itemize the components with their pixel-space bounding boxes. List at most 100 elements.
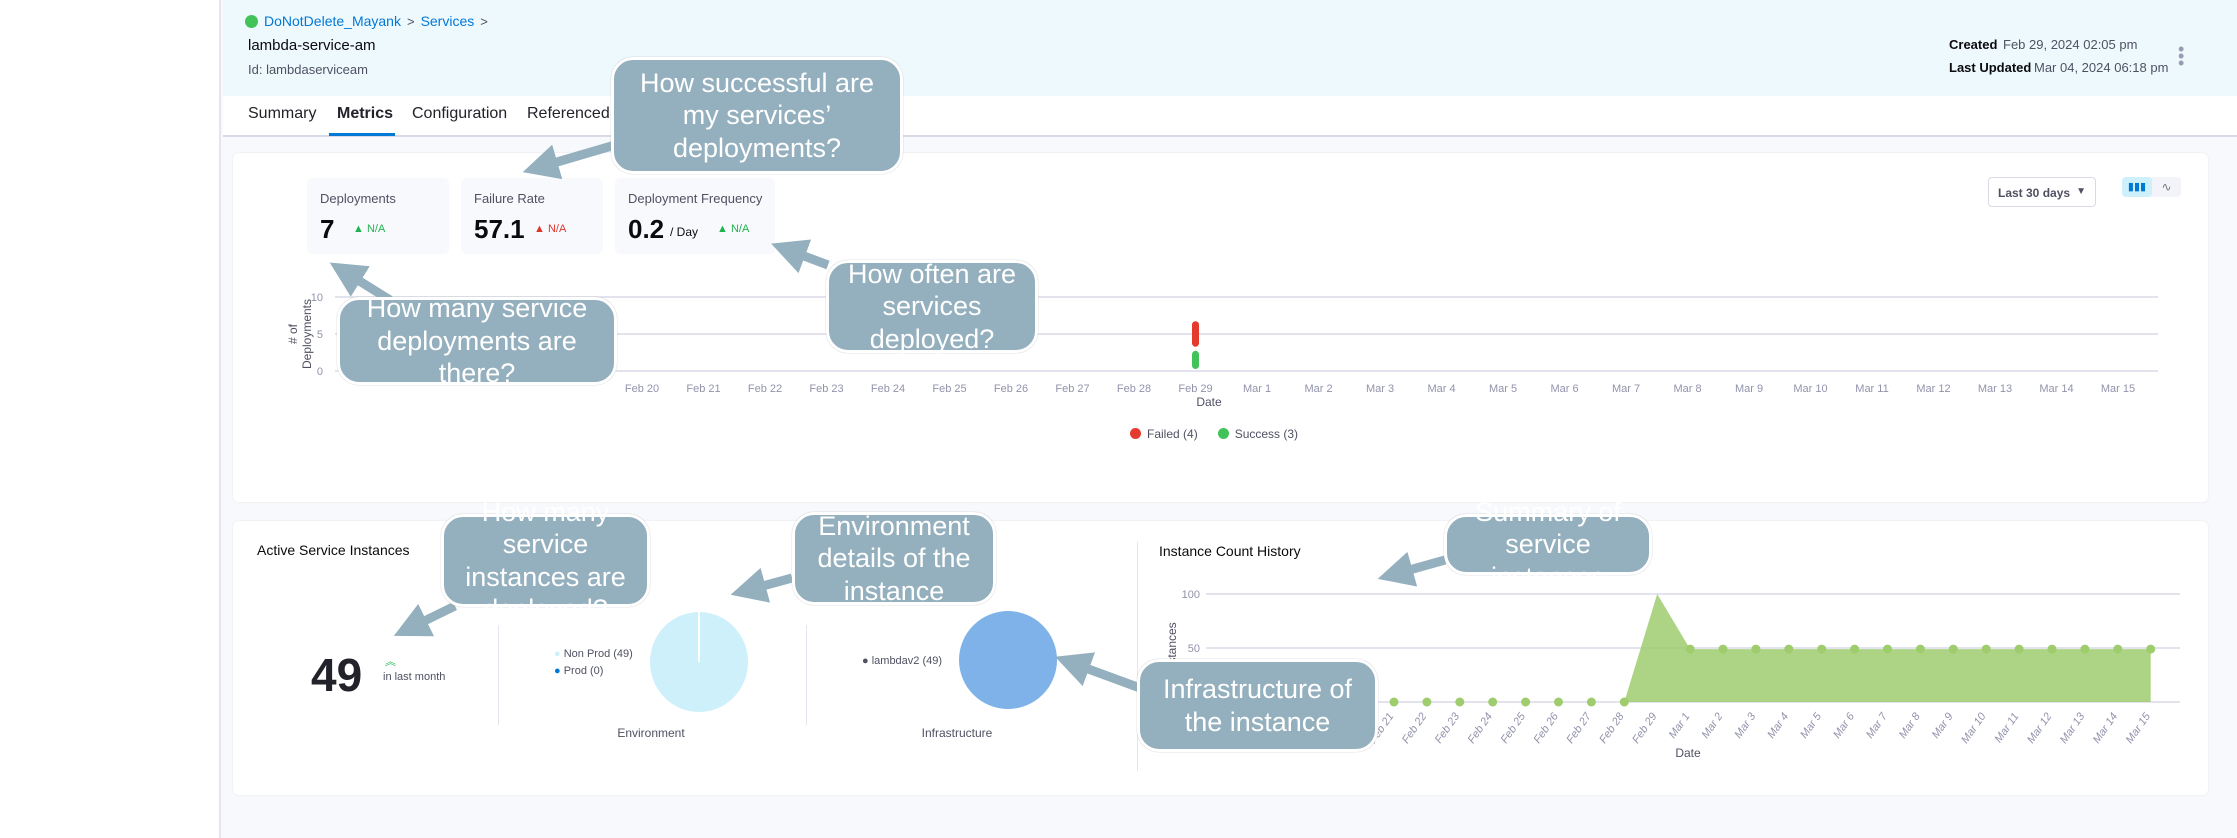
arrow	[393, 601, 457, 637]
breadcrumb: DoNotDelete_Mayank > Services >	[245, 13, 488, 29]
infrastructure-legend[interactable]: ● lambdav2 (49)	[862, 655, 942, 667]
callout: How many service deployments are there?	[337, 293, 617, 388]
instance-history-title: Instance Count History	[1159, 543, 1301, 559]
stat-value: 57.1	[474, 214, 525, 244]
data-point	[1883, 644, 1892, 654]
x-tick-label: Feb 25	[932, 383, 966, 395]
arrow	[730, 567, 794, 603]
tab-metrics[interactable]: Metrics	[337, 105, 394, 122]
y-tick-label: 5	[317, 329, 323, 341]
legend-label: Success (3)	[1234, 427, 1299, 441]
x-tick-label: Mar 14	[2039, 383, 2073, 395]
stat-deployments: Deployments 7 ▲ N/A	[307, 178, 449, 254]
legend-label: Prod (0)	[563, 665, 604, 677]
x-tick-label: Feb 22	[748, 383, 782, 395]
breadcrumb-services[interactable]: Services	[420, 13, 475, 29]
created-value: Feb 29, 2024 02:05 pm	[2003, 37, 2138, 52]
service-id: Id: lambdaserviceam	[248, 62, 368, 77]
data-point	[1915, 644, 1925, 654]
date-range-select[interactable]: Last 30 days ▼	[1988, 177, 2096, 207]
x-tick-label: Mar 13	[1978, 383, 2012, 395]
y-tick-label: 50	[1188, 643, 1200, 655]
stat-change-text: N/A	[366, 223, 386, 235]
legend-item-nonprod[interactable]: ● Non Prod (49)	[554, 646, 633, 663]
double-chevron-up-icon: ︽	[385, 656, 396, 668]
callout: How many service instances are deployed?	[441, 497, 650, 624]
callout: Environment details of the instance	[792, 511, 996, 606]
arrow	[522, 140, 617, 180]
data-point	[1850, 644, 1860, 654]
x-tick-label: Feb 20	[625, 383, 659, 395]
x-tick-label: Mar 6	[1550, 383, 1578, 395]
x-tick-label: Mar 12	[1916, 383, 1950, 395]
arrow	[1377, 551, 1447, 587]
data-point	[2080, 644, 2090, 654]
stat-unit: / Day	[670, 225, 699, 239]
stat-change: ▲ N/A	[534, 223, 567, 235]
y-tick-label: 100	[1182, 589, 1200, 601]
environment-legend: ● Non Prod (49) ● Prod (0)	[554, 646, 633, 680]
data-point	[1422, 697, 1432, 707]
x-tick-label: Feb 28	[1117, 383, 1151, 395]
more-options-icon[interactable]: • • •	[2178, 39, 2185, 73]
active-instances-count: 49	[311, 649, 363, 701]
data-point	[2113, 644, 2123, 654]
callout: How often are services deployed?	[826, 259, 1038, 354]
bar-success	[1192, 350, 1199, 369]
stat-change-text: N/A	[547, 223, 567, 235]
legend-item-success[interactable]: Success (3)	[1217, 427, 1299, 441]
tab-summary[interactable]: Summary	[248, 105, 317, 122]
service-name: lambda-service-am	[248, 37, 376, 54]
tab-referenced[interactable]: Referenced	[527, 105, 610, 122]
data-point	[1685, 644, 1695, 654]
bar-failed	[1192, 321, 1199, 347]
breadcrumb-project[interactable]: DoNotDelete_Mayank	[264, 13, 401, 29]
x-tick-label: Mar 5	[1489, 383, 1517, 395]
data-point	[1817, 644, 1827, 654]
x-axis-label: Date	[1196, 395, 1222, 409]
legend-label: Failed (4)	[1147, 427, 1198, 441]
x-tick-label: Mar 3	[1366, 383, 1394, 395]
date-range-value: Last 30 days	[1998, 186, 2071, 200]
legend-dot-success	[1217, 428, 1229, 439]
x-tick-label: Feb 27	[1055, 383, 1089, 395]
breadcrumb-separator: >	[480, 13, 488, 29]
legend-dot-failed	[1130, 428, 1141, 439]
divider	[1137, 542, 1138, 771]
x-tick-label: Mar 9	[1735, 383, 1763, 395]
data-point	[1718, 644, 1728, 654]
x-tick-label: Mar 8	[1673, 383, 1701, 395]
legend-dot: ●	[554, 648, 561, 660]
data-point	[1948, 644, 1958, 654]
stat-value: 7	[320, 214, 335, 244]
stat-change: ▲ N/A	[717, 223, 750, 235]
tab-configuration[interactable]: Configuration	[412, 105, 508, 122]
legend-item-failed[interactable]: Failed (4)	[1130, 427, 1198, 441]
chevron-down-icon: ▼	[2076, 186, 2086, 197]
line-chart-icon[interactable]: ∿	[2161, 180, 2172, 194]
divider	[498, 625, 499, 725]
legend-item-prod[interactable]: ● Prod (0)	[554, 663, 633, 680]
callout: Infrastructure of the instance	[1137, 659, 1378, 752]
pie-slice-lambdav2[interactable]	[959, 611, 1057, 709]
data-point	[1389, 697, 1399, 707]
stat-label: Deployments	[320, 191, 396, 206]
updated-label: Last Updated	[1949, 60, 2032, 75]
y-tick-label: 0	[317, 366, 323, 378]
active-instances-title: Active Service Instances	[257, 542, 410, 558]
legend-dot: ●	[862, 655, 869, 667]
data-point	[2014, 644, 2024, 654]
stat-failure-rate: Failure Rate 57.1 ▲ N/A	[461, 178, 603, 254]
x-tick-label: Mar 1	[1243, 383, 1271, 395]
stat-deployment-frequency: Deployment Frequency 0.2 / Day ▲ N/A	[615, 178, 775, 254]
environment-label: Environment	[617, 726, 685, 740]
data-point	[1981, 644, 1991, 654]
data-point	[1751, 644, 1761, 654]
chart-type-toggle: ▮▮▮ ∿	[2122, 177, 2181, 197]
x-tick-label: Mar 2	[1304, 383, 1332, 395]
data-point	[1619, 697, 1629, 707]
y-tick-label: 10	[311, 292, 323, 304]
bar-chart-icon[interactable]: ▮▮▮	[2122, 177, 2152, 197]
